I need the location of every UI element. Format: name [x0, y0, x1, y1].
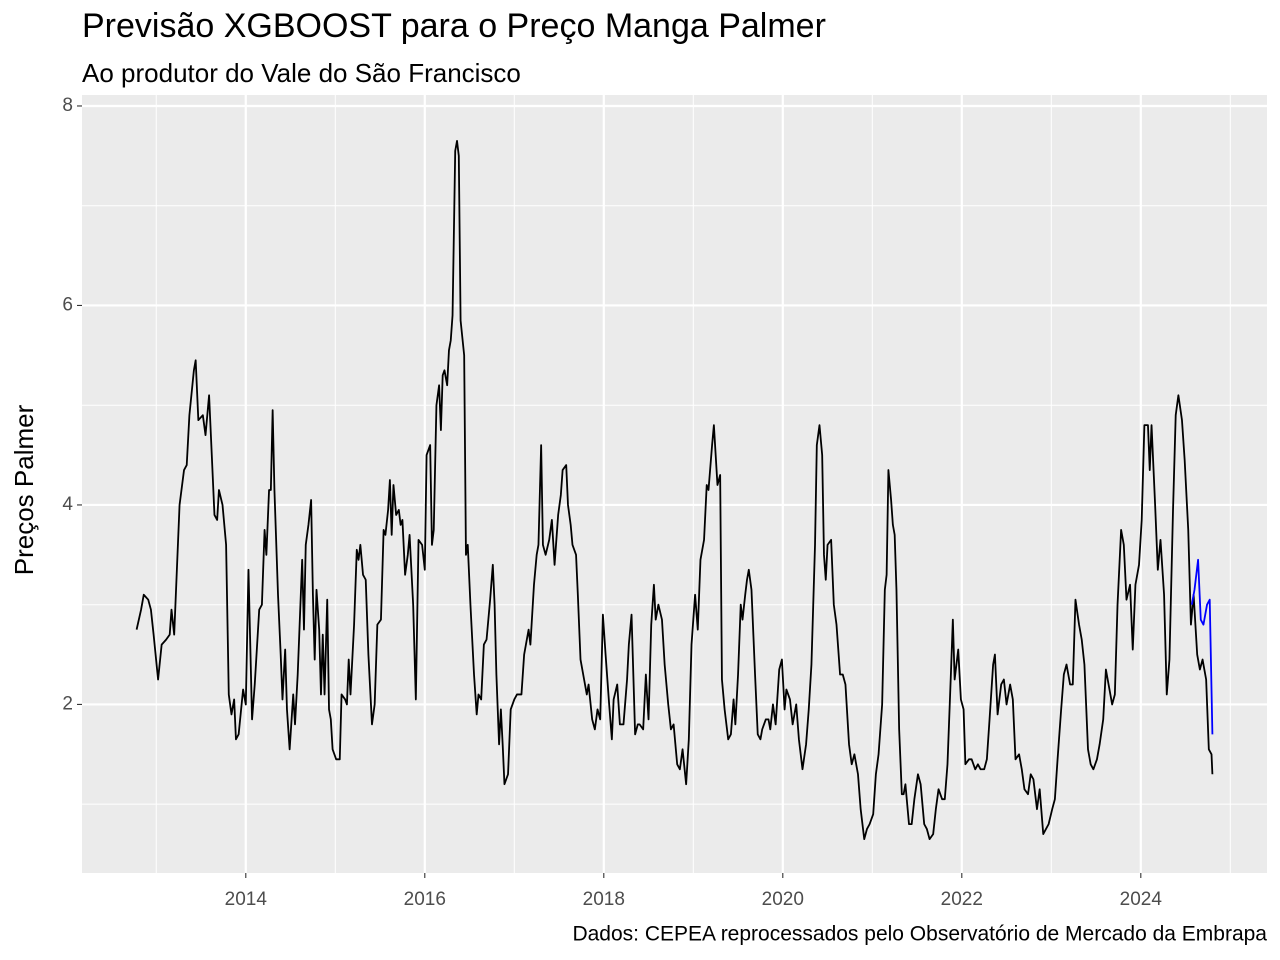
y-tick-label: 6 — [62, 294, 73, 315]
series-line — [135, 139, 1214, 840]
y-axis-title: Preços Palmer — [9, 404, 39, 575]
grid — [82, 95, 1267, 873]
chart-title: Previsão XGBOOST para o Preço Manga Palm… — [82, 7, 826, 45]
x-tick-label: 2018 — [583, 889, 625, 910]
x-tick-label: 2014 — [225, 889, 268, 910]
x-tick-label: 2020 — [762, 889, 804, 910]
y-tick-label: 2 — [62, 693, 73, 714]
lines — [135, 139, 1214, 840]
x-tick-label: 2024 — [1120, 889, 1163, 910]
chart-subtitle: Ao produtor do Vale do São Francisco — [82, 58, 521, 88]
x-tick-label: 2016 — [404, 889, 446, 910]
x-tick-label: 2022 — [941, 889, 983, 910]
y-tick-label: 4 — [62, 494, 73, 515]
series-line — [1190, 558, 1214, 735]
y-tick-label: 8 — [62, 95, 73, 116]
caption: Dados: CEPEA reprocessados pelo Observat… — [572, 923, 1267, 946]
axes: 2014 2016 2018 2020 2022 2024 2 4 6 8 — [62, 95, 1162, 910]
